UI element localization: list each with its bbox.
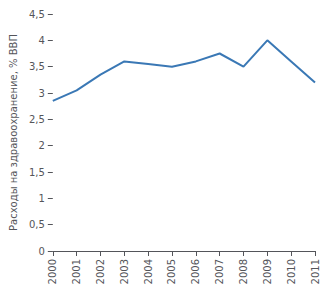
svg-text:0: 0	[38, 246, 44, 257]
svg-text:0,5: 0,5	[29, 219, 45, 230]
svg-text:4,5: 4,5	[29, 9, 45, 20]
svg-text:2009: 2009	[262, 259, 273, 284]
svg-text:2: 2	[38, 140, 44, 151]
svg-text:3,5: 3,5	[29, 61, 45, 72]
svg-text:1,5: 1,5	[29, 167, 45, 178]
svg-text:2001: 2001	[71, 259, 82, 284]
svg-text:1: 1	[38, 193, 44, 204]
svg-text:2000: 2000	[47, 259, 58, 284]
svg-text:2003: 2003	[119, 259, 130, 284]
svg-text:2011: 2011	[310, 259, 321, 284]
svg-text:2005: 2005	[166, 259, 177, 284]
svg-text:2008: 2008	[238, 259, 249, 284]
svg-text:Расходы на здравоохранение, %: Расходы на здравоохранение, % ВВП	[8, 34, 19, 231]
svg-text:2002: 2002	[95, 259, 106, 284]
svg-text:3: 3	[38, 88, 44, 99]
svg-text:4: 4	[38, 35, 44, 46]
svg-text:2007: 2007	[214, 259, 225, 284]
svg-text:2010: 2010	[286, 259, 297, 284]
svg-text:2,5: 2,5	[29, 114, 45, 125]
svg-text:2004: 2004	[143, 259, 154, 284]
svg-text:2006: 2006	[190, 259, 201, 284]
